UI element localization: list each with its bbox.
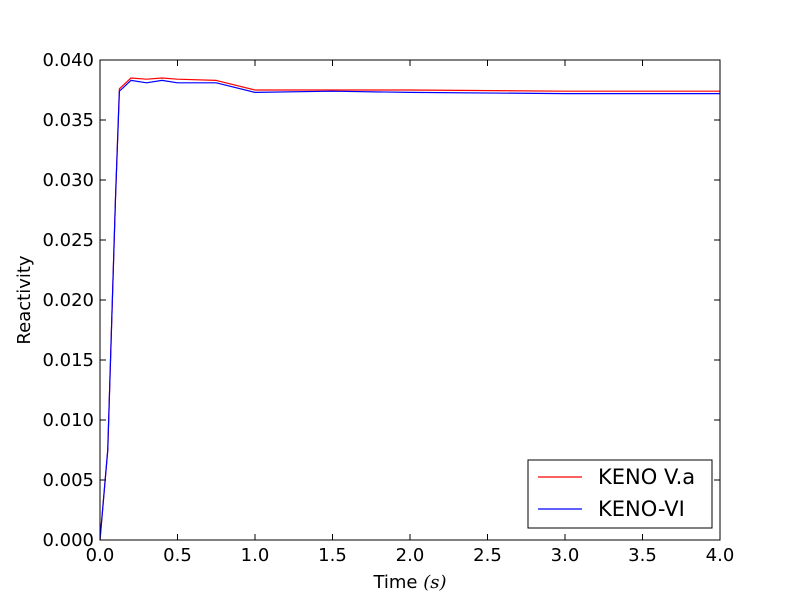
x-tick-label: 2.0 <box>396 545 425 566</box>
x-axis-unit: (s) <box>423 572 446 593</box>
legend-label-keno-va: KENO V.a <box>598 465 695 489</box>
y-tick-label: 0.030 <box>42 170 94 191</box>
y-tick-label: 0.015 <box>42 350 94 371</box>
x-tick-label: 3.5 <box>628 545 657 566</box>
x-axis-label: Time (s) <box>372 572 446 593</box>
x-tick-label: 0.5 <box>163 545 192 566</box>
legend: KENO V.a KENO-VI <box>527 459 713 529</box>
y-tick-label: 0.010 <box>42 410 94 431</box>
y-tick-label: 0.040 <box>42 50 94 71</box>
series-layer <box>99 77 720 541</box>
x-axis-ticks: 0.0 0.5 1.0 1.5 2.0 2.5 3.0 3.5 4.0 <box>86 60 735 566</box>
x-tick-label: 3.0 <box>551 545 580 566</box>
series-line-1 <box>99 79 720 541</box>
y-tick-label: 0.000 <box>42 530 94 551</box>
y-tick-label: 0.005 <box>42 470 94 491</box>
y-tick-label: 0.020 <box>42 290 94 311</box>
y-tick-label: 0.035 <box>42 110 94 131</box>
legend-box <box>527 459 713 529</box>
x-tick-label: 1.0 <box>241 545 270 566</box>
y-axis-label: Reactivity <box>14 255 35 344</box>
x-tick-label: 1.5 <box>318 545 347 566</box>
x-tick-label: 2.5 <box>473 545 502 566</box>
x-tick-label: 0.0 <box>86 545 115 566</box>
y-axis-ticks: 0.000 0.005 0.010 0.015 0.020 0.025 0.030 0.035… <box>42 50 720 551</box>
y-tick-label: 0.025 <box>42 230 94 251</box>
legend-label-keno-vi: KENO-VI <box>598 497 685 521</box>
x-tick-label: 4.0 <box>706 545 735 566</box>
